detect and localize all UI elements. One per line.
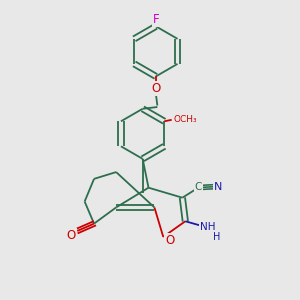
Text: O: O <box>151 82 160 95</box>
Text: O: O <box>165 234 174 247</box>
Text: N: N <box>214 182 223 192</box>
Text: O: O <box>67 229 76 242</box>
Text: OCH₃: OCH₃ <box>174 115 197 124</box>
Text: NH: NH <box>200 222 215 232</box>
Text: F: F <box>153 14 159 26</box>
Text: C: C <box>195 182 202 192</box>
Text: H: H <box>213 232 220 242</box>
